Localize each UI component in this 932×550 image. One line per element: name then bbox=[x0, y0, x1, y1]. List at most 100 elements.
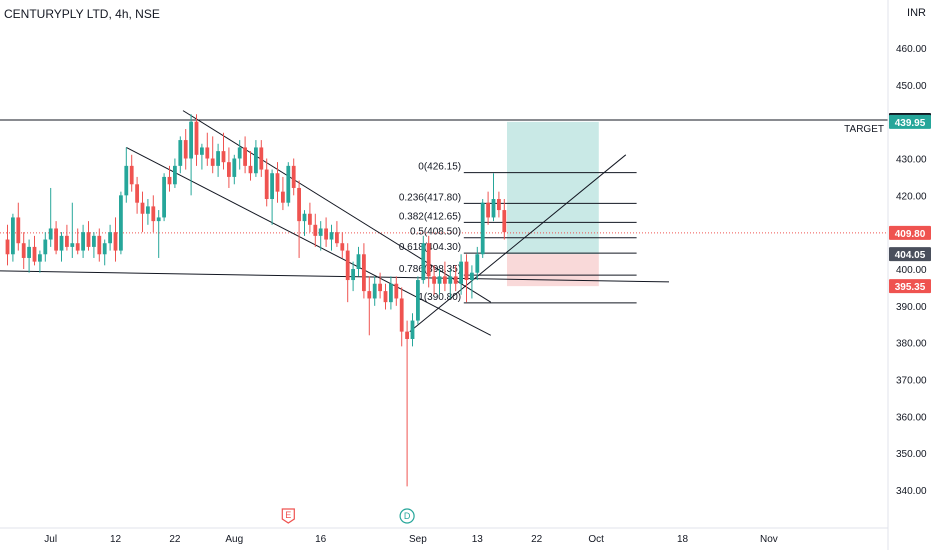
candle-body bbox=[216, 151, 220, 166]
candle bbox=[394, 276, 399, 306]
candle-body bbox=[345, 250, 350, 281]
candle-body bbox=[383, 291, 388, 303]
candle bbox=[65, 224, 69, 251]
fib-label: 0.382(412.65) bbox=[399, 211, 461, 222]
candle bbox=[486, 191, 490, 225]
candle-body bbox=[297, 187, 301, 222]
candle-body bbox=[243, 147, 247, 166]
candle bbox=[313, 213, 318, 247]
candle bbox=[194, 114, 199, 166]
candle bbox=[459, 254, 463, 295]
candle bbox=[173, 158, 177, 188]
candle bbox=[491, 173, 496, 222]
candle bbox=[335, 221, 339, 247]
candle bbox=[351, 261, 355, 292]
candle-body bbox=[270, 173, 274, 200]
candle-body bbox=[362, 254, 366, 292]
fib-label: 0(426.15) bbox=[418, 162, 461, 173]
candle bbox=[421, 235, 426, 284]
candle bbox=[243, 136, 247, 174]
candle-body bbox=[65, 235, 69, 247]
candle bbox=[86, 221, 91, 251]
candle bbox=[453, 265, 458, 292]
candle-body bbox=[421, 243, 426, 281]
candle-body bbox=[194, 121, 199, 155]
x-tick-label: Jul bbox=[44, 534, 57, 545]
candle-body bbox=[43, 239, 48, 255]
y-tick-label: 360.00 bbox=[896, 412, 927, 423]
candle-body bbox=[497, 199, 501, 211]
candle bbox=[389, 276, 393, 310]
candle bbox=[308, 202, 312, 233]
candle bbox=[189, 114, 193, 196]
fib-label: 0.236(417.80) bbox=[399, 192, 461, 203]
candle-body bbox=[329, 232, 334, 240]
y-tick-label: 450.00 bbox=[896, 81, 927, 92]
candle bbox=[345, 243, 350, 303]
candle-body bbox=[259, 147, 264, 170]
candle-body bbox=[367, 291, 372, 299]
candle bbox=[167, 165, 172, 192]
event-label: E bbox=[285, 510, 291, 520]
y-tick-label: 430.00 bbox=[896, 155, 927, 166]
candle-body bbox=[173, 165, 177, 185]
chart-title: CENTURYPLY LTD, 4h, NSE bbox=[4, 7, 160, 21]
candle-body bbox=[146, 206, 150, 214]
candle-body bbox=[102, 243, 107, 255]
x-tick-label: Oct bbox=[588, 534, 604, 545]
candle-body bbox=[32, 246, 37, 262]
candle bbox=[275, 162, 280, 203]
candle bbox=[227, 147, 231, 188]
y-tick-label: 370.00 bbox=[896, 376, 927, 387]
candle bbox=[129, 154, 134, 192]
price-tag: 395.35 bbox=[889, 279, 931, 294]
candle-body bbox=[286, 165, 291, 203]
dividend-icon: D bbox=[399, 508, 415, 524]
candle-body bbox=[162, 176, 166, 218]
candle-body bbox=[502, 210, 507, 233]
candle bbox=[59, 232, 64, 262]
candle bbox=[178, 136, 183, 174]
candle-body bbox=[448, 276, 453, 284]
candle bbox=[270, 169, 274, 225]
candle-body bbox=[237, 147, 242, 159]
price-tag: 409.80 bbox=[889, 225, 931, 240]
candle-body bbox=[151, 206, 156, 222]
candle bbox=[108, 224, 112, 251]
candle-body bbox=[254, 147, 258, 174]
candle bbox=[502, 199, 507, 240]
candle bbox=[475, 246, 480, 281]
event-label: D bbox=[404, 511, 411, 521]
candle-body bbox=[486, 202, 490, 218]
candle-body bbox=[5, 239, 10, 255]
candle bbox=[54, 221, 58, 255]
x-tick-label: 18 bbox=[677, 534, 689, 545]
candle bbox=[372, 276, 377, 306]
candle-body bbox=[108, 232, 112, 244]
candle-body bbox=[264, 169, 269, 200]
candle-body bbox=[221, 151, 226, 163]
candle bbox=[464, 254, 469, 303]
breakout-trend-line bbox=[409, 154, 627, 333]
x-tick-label: 13 bbox=[472, 534, 484, 545]
candle bbox=[27, 239, 31, 273]
candle bbox=[356, 246, 361, 277]
candle bbox=[200, 143, 204, 170]
candle-body bbox=[16, 217, 21, 244]
price-tag: 404.05 bbox=[889, 247, 931, 262]
candle-body bbox=[459, 261, 463, 284]
position-zones bbox=[507, 121, 599, 287]
candle bbox=[480, 199, 485, 258]
trend-lines: TARGET bbox=[0, 110, 888, 336]
candle-body bbox=[318, 228, 323, 236]
x-tick-label: 22 bbox=[531, 534, 543, 545]
x-tick-label: 12 bbox=[110, 534, 122, 545]
candle bbox=[156, 210, 161, 258]
y-tick-label: 400.00 bbox=[896, 265, 927, 276]
candle-body bbox=[232, 158, 237, 177]
candle bbox=[205, 132, 210, 166]
candle bbox=[32, 235, 37, 266]
candle-body bbox=[416, 280, 420, 321]
